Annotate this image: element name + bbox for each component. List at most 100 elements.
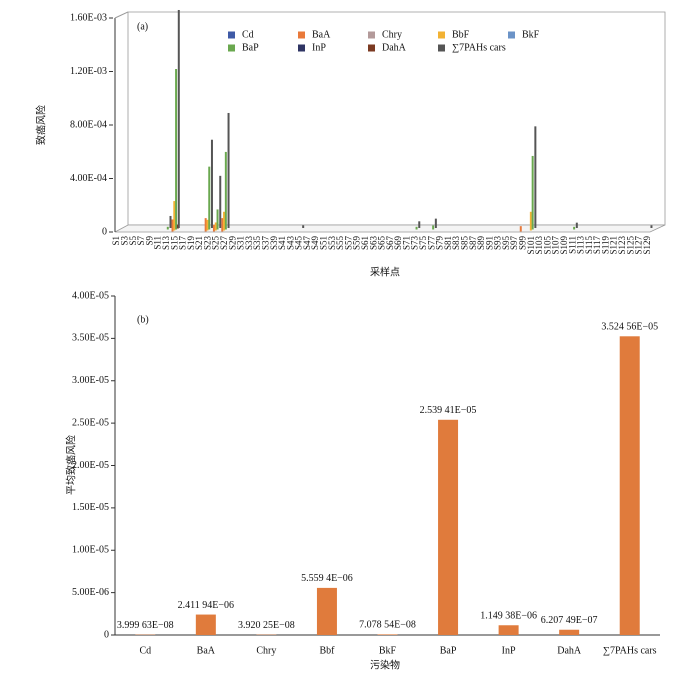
bar <box>529 211 532 231</box>
bar <box>175 69 178 230</box>
x-tick-label: S119 <box>600 236 610 255</box>
x-tick-label: S87 <box>468 236 478 251</box>
x-tick-label: S29 <box>227 236 237 251</box>
x-tick-label: S61 <box>360 236 370 250</box>
x-tick-label: S27 <box>219 236 229 251</box>
y-tick-label: 3.50E-05 <box>72 333 109 344</box>
legend-swatch <box>438 44 445 52</box>
x-tick-label: S37 <box>260 236 270 251</box>
x-tick-label: S51 <box>319 236 329 250</box>
x-tick-label: S89 <box>476 236 486 251</box>
x-axis-label: 污染物 <box>370 658 400 671</box>
x-tick-label: S13 <box>161 236 171 251</box>
bar <box>173 201 176 231</box>
bar <box>438 419 459 635</box>
x-tick-label: S75 <box>418 236 428 251</box>
bar <box>559 629 580 635</box>
y-tick-label: 2.50E-05 <box>72 417 109 428</box>
value-label: 3.524 56E−05 <box>601 322 658 333</box>
x-tick-label: Bbf <box>319 645 335 656</box>
bar <box>221 218 224 232</box>
bar <box>531 155 534 230</box>
bar <box>227 112 230 228</box>
x-axis-label: 采样点 <box>370 265 400 278</box>
x-tick-label: BkF <box>379 645 397 656</box>
x-tick-label: BaP <box>440 645 457 656</box>
value-label: 5.559 4E−06 <box>301 573 353 584</box>
x-tick-label: S91 <box>484 236 494 250</box>
x-tick-label: S1 <box>111 236 121 246</box>
y-tick-label: 8.00E-04 <box>70 119 107 130</box>
x-tick-label: S105 <box>542 236 552 255</box>
bar <box>619 336 640 635</box>
x-tick-label: S73 <box>410 236 420 251</box>
x-tick-label: S85 <box>459 236 469 251</box>
legend-swatch <box>228 44 235 52</box>
bar <box>210 139 213 228</box>
panel-label: (b) <box>137 314 149 325</box>
x-tick-label: S125 <box>625 236 635 255</box>
x-tick-label: S79 <box>435 236 445 251</box>
x-tick-label: S77 <box>426 236 436 251</box>
x-tick-label: S35 <box>252 236 262 251</box>
x-tick-label: S109 <box>559 236 569 255</box>
bar <box>434 218 437 228</box>
x-tick-label: S63 <box>368 236 378 251</box>
bar <box>224 151 227 230</box>
y-axis-label: 平均致癌风险 <box>64 435 77 495</box>
x-tick-label: InP <box>502 645 516 656</box>
bar <box>575 222 578 228</box>
x-tick-label: S9 <box>144 236 154 246</box>
x-tick-label: S71 <box>401 236 411 250</box>
bar <box>214 222 217 231</box>
bar <box>208 166 211 230</box>
legend-swatch <box>228 31 235 39</box>
x-tick-label: S121 <box>609 236 619 255</box>
bar <box>534 126 537 228</box>
bar <box>216 209 219 230</box>
x-tick-label: BaA <box>197 645 216 656</box>
x-tick-label: S81 <box>443 236 453 250</box>
value-label: 1.149 38E−06 <box>480 611 537 622</box>
x-tick-label: S7 <box>136 236 146 246</box>
floor <box>114 224 666 233</box>
x-tick-label: S45 <box>294 236 304 251</box>
bar <box>498 625 519 635</box>
legend-label: ∑7PAHs cars <box>452 42 506 53</box>
value-label: 2.539 41E−05 <box>420 405 477 416</box>
y-tick-label: 1.20E-03 <box>70 66 107 77</box>
x-tick-label: S21 <box>194 236 204 250</box>
legend-swatch <box>508 31 515 39</box>
bar <box>519 226 522 232</box>
x-tick-label: S95 <box>501 236 511 251</box>
x-tick-label: S111 <box>567 236 577 254</box>
legend-label: Chry <box>382 29 402 40</box>
value-label: 3.920 25E−08 <box>238 620 295 631</box>
x-tick-label: S43 <box>285 236 295 251</box>
x-tick-label: S31 <box>236 236 246 250</box>
legend-label: BaP <box>242 42 259 53</box>
x-tick-label: S15 <box>169 236 179 251</box>
x-tick-label: S67 <box>385 236 395 251</box>
bar <box>573 226 576 230</box>
bar <box>212 224 215 232</box>
x-tick-label: S107 <box>551 236 561 255</box>
x-tick-label: S127 <box>634 236 644 255</box>
x-tick-label: S17 <box>178 236 188 251</box>
bar <box>377 634 398 635</box>
y-tick-label: 5.00E-06 <box>72 587 109 598</box>
x-tick-label: S117 <box>592 236 602 255</box>
x-tick-label: S65 <box>377 236 387 251</box>
legend-swatch <box>298 31 305 39</box>
x-tick-label: S113 <box>576 236 586 255</box>
x-tick-label: S129 <box>642 236 652 255</box>
x-tick-label: S39 <box>269 236 279 251</box>
legend-label: BbF <box>452 29 470 40</box>
legend-label: DahA <box>382 42 407 53</box>
x-tick-label: Chry <box>256 645 276 656</box>
x-tick-label: S47 <box>302 236 312 251</box>
y-tick-label: 3.00E-05 <box>72 375 109 386</box>
bar <box>432 225 435 230</box>
wall-edge <box>114 11 129 19</box>
